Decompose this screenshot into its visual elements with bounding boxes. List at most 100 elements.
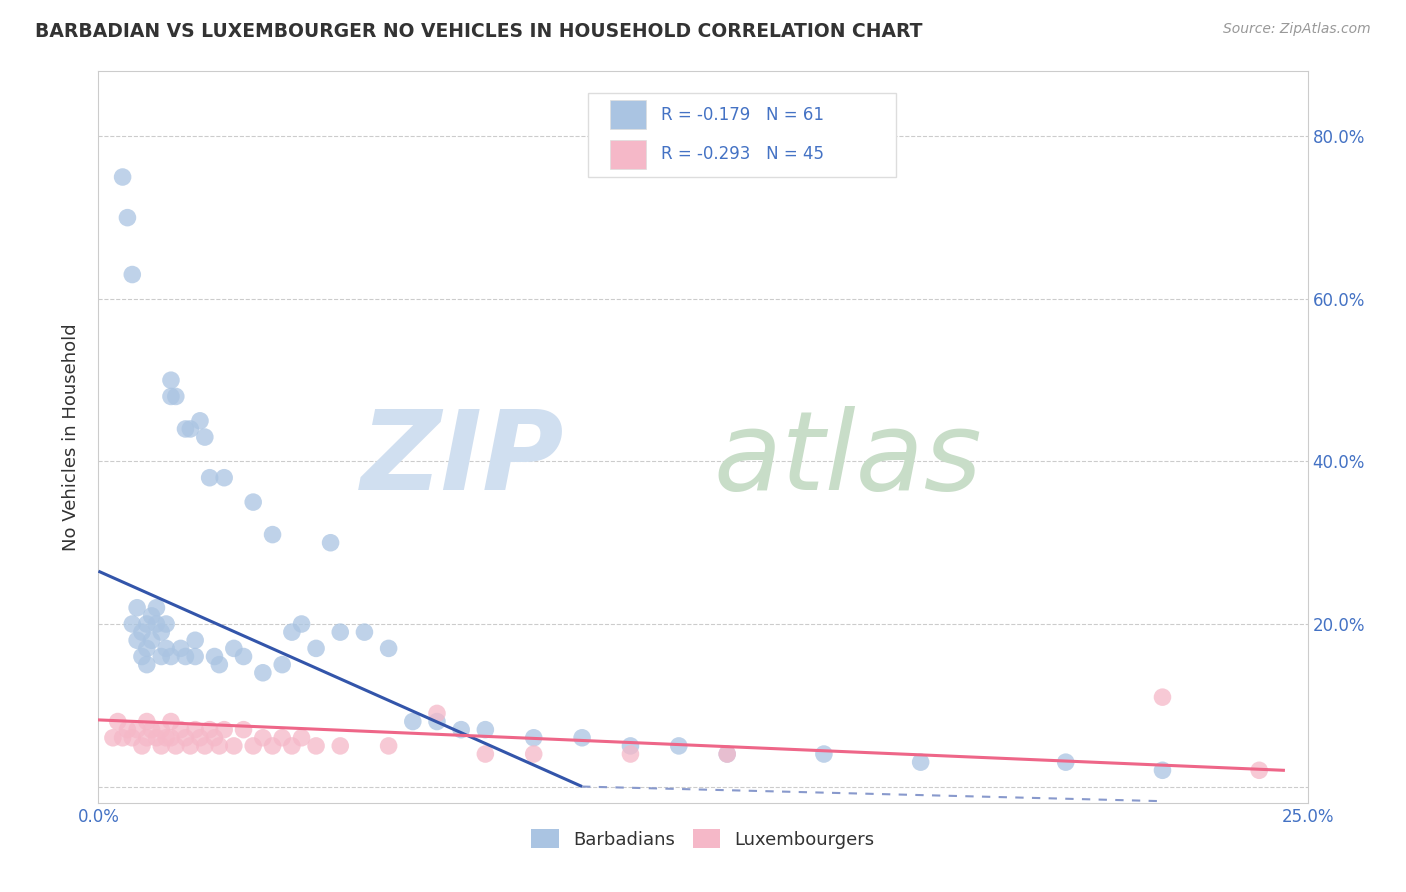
Text: R = -0.179   N = 61: R = -0.179 N = 61: [661, 106, 824, 124]
Point: [150, 723, 173, 737]
Point: [619, 747, 641, 761]
Point: [111, 731, 134, 745]
Point: [131, 649, 153, 664]
Text: ZIP: ZIP: [360, 406, 564, 513]
Point: [184, 649, 207, 664]
Point: [426, 706, 449, 721]
Point: [165, 389, 187, 403]
Legend: Barbadians, Luxembourgers: Barbadians, Luxembourgers: [524, 822, 882, 856]
Point: [174, 731, 197, 745]
Point: [329, 625, 352, 640]
Point: [179, 739, 201, 753]
Point: [252, 665, 274, 680]
Text: BARBADIAN VS LUXEMBOURGER NO VEHICLES IN HOUSEHOLD CORRELATION CHART: BARBADIAN VS LUXEMBOURGER NO VEHICLES IN…: [35, 22, 922, 41]
Point: [523, 731, 546, 745]
Point: [117, 723, 139, 737]
Point: [271, 657, 294, 672]
Point: [813, 747, 835, 761]
Point: [135, 657, 157, 672]
Point: [145, 731, 167, 745]
Point: [1152, 690, 1174, 705]
Point: [121, 617, 143, 632]
Bar: [610, 140, 647, 169]
Point: [305, 641, 328, 656]
Point: [131, 625, 153, 640]
Point: [319, 535, 342, 549]
Point: [232, 723, 254, 737]
Point: [204, 649, 226, 664]
Point: [127, 600, 149, 615]
Point: [474, 747, 496, 761]
Point: [1054, 755, 1077, 769]
Point: [117, 211, 139, 225]
Point: [107, 714, 129, 729]
Point: [101, 731, 124, 745]
Bar: [610, 100, 647, 129]
Point: [155, 641, 177, 656]
Point: [174, 422, 197, 436]
Point: [329, 739, 352, 753]
FancyBboxPatch shape: [588, 94, 897, 178]
Point: [141, 723, 163, 737]
Point: [402, 714, 425, 729]
Point: [160, 714, 183, 729]
Point: [198, 471, 221, 485]
Point: [121, 268, 143, 282]
Point: [232, 649, 254, 664]
Point: [716, 747, 738, 761]
Y-axis label: No Vehicles in Household: No Vehicles in Household: [62, 323, 80, 551]
Point: [1152, 764, 1174, 778]
Point: [450, 723, 472, 737]
Point: [212, 471, 235, 485]
Point: [150, 739, 173, 753]
Point: [571, 731, 593, 745]
Point: [184, 633, 207, 648]
Text: atlas: atlas: [714, 406, 983, 513]
Text: R = -0.293   N = 45: R = -0.293 N = 45: [661, 145, 824, 163]
Point: [377, 739, 399, 753]
Point: [179, 422, 201, 436]
Point: [127, 723, 149, 737]
Point: [141, 633, 163, 648]
Point: [121, 731, 143, 745]
Point: [165, 739, 187, 753]
Point: [281, 739, 304, 753]
Point: [474, 723, 496, 737]
Point: [194, 430, 217, 444]
Point: [169, 723, 191, 737]
Point: [353, 625, 375, 640]
Point: [242, 739, 264, 753]
Point: [426, 714, 449, 729]
Point: [290, 731, 312, 745]
Point: [174, 649, 197, 664]
Point: [281, 625, 304, 640]
Point: [377, 641, 399, 656]
Point: [208, 657, 231, 672]
Point: [271, 731, 294, 745]
Point: [252, 731, 274, 745]
Point: [194, 739, 217, 753]
Point: [160, 389, 183, 403]
Point: [145, 600, 167, 615]
Point: [160, 649, 183, 664]
Point: [155, 617, 177, 632]
Point: [204, 731, 226, 745]
Point: [135, 617, 157, 632]
Point: [145, 617, 167, 632]
Point: [150, 649, 173, 664]
Point: [262, 527, 284, 541]
Point: [668, 739, 690, 753]
Point: [135, 714, 157, 729]
Point: [160, 373, 183, 387]
Point: [523, 747, 546, 761]
Point: [619, 739, 641, 753]
Point: [184, 723, 207, 737]
Point: [222, 641, 245, 656]
Point: [141, 608, 163, 623]
Point: [150, 625, 173, 640]
Point: [111, 169, 134, 184]
Point: [198, 723, 221, 737]
Point: [188, 414, 211, 428]
Point: [160, 731, 183, 745]
Point: [262, 739, 284, 753]
